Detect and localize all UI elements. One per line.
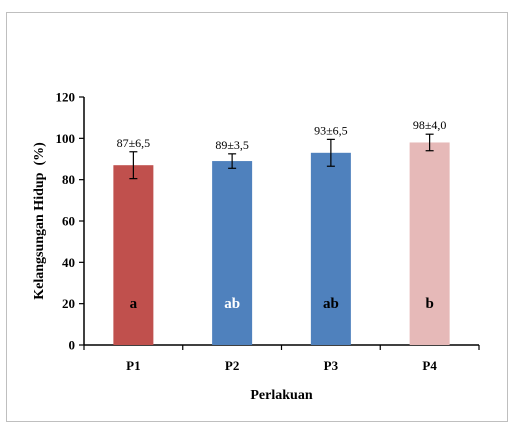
- x-axis-title: Perlakuan: [250, 388, 312, 403]
- significance-letter-p1: a: [130, 296, 138, 312]
- data-label-p3: 93±6,5: [314, 123, 348, 137]
- y-tick-label: 40: [62, 255, 75, 270]
- y-axis: 0 20 40 60 80 100 120: [56, 90, 85, 353]
- y-tick-label: 80: [62, 172, 75, 187]
- y-tick-label: 0: [69, 338, 76, 353]
- bar-p4: [409, 142, 450, 345]
- x-axis: P1 P2 P3 P4: [83, 344, 480, 373]
- y-tick-label: 120: [56, 90, 76, 105]
- x-tick-label-p1: P1: [126, 358, 140, 373]
- x-tick-label-p2: P2: [225, 358, 239, 373]
- x-tick-label-p3: P3: [324, 358, 339, 373]
- x-tick-label-p4: P4: [422, 358, 437, 373]
- y-tick-label: 100: [56, 131, 76, 146]
- bar-p2: [212, 161, 253, 345]
- data-label-p2: 89±3,5: [215, 138, 249, 152]
- y-tick-label: 20: [62, 296, 75, 311]
- y-tick-label: 60: [62, 214, 75, 229]
- data-label-p4: 98±4,0: [413, 118, 447, 132]
- bar-p3: [310, 152, 351, 345]
- y-axis-title: Kelangsungan Hidup (%): [32, 142, 47, 300]
- significance-letter-p3: ab: [323, 296, 339, 312]
- significance-letter-p2: ab: [224, 296, 240, 312]
- bars-layer: 87±6,5 a 89±3,5 ab 93±6,5 ab 98±4,0 b: [113, 118, 450, 345]
- significance-letter-p4: b: [425, 296, 433, 312]
- bar-p1: [113, 165, 154, 345]
- data-label-p1: 87±6,5: [117, 136, 151, 150]
